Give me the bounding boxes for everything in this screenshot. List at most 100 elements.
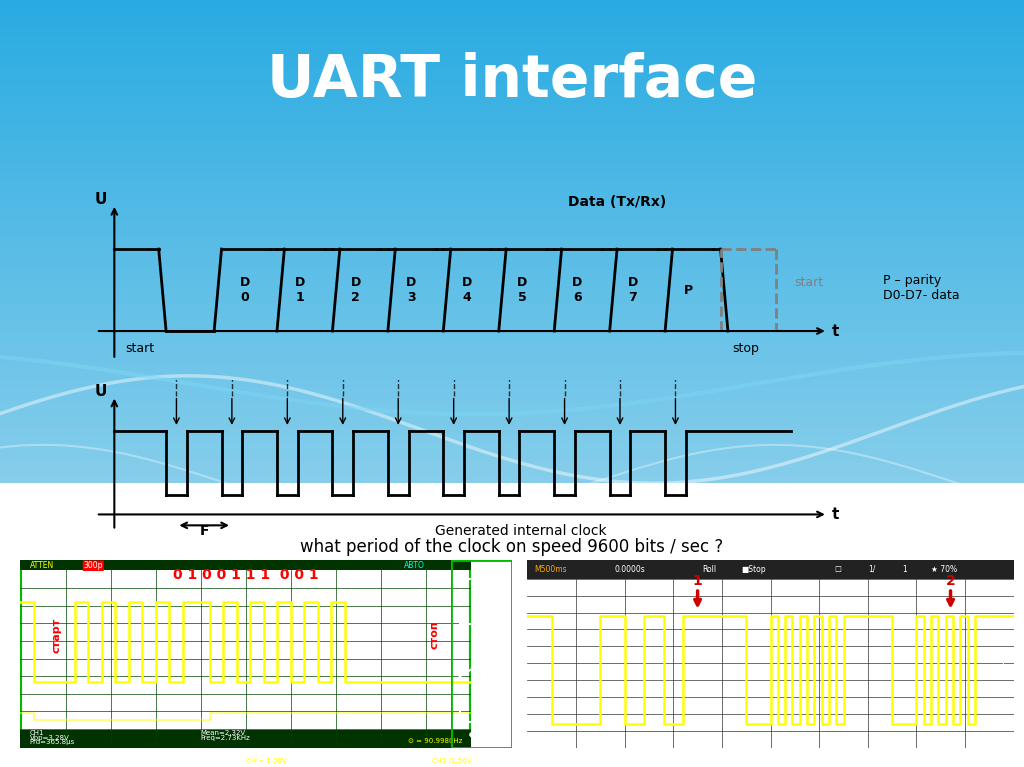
Text: M500ms: M500ms <box>535 565 567 574</box>
Bar <box>0 81 1024 84</box>
Bar <box>0 189 1024 193</box>
Bar <box>0 294 1024 298</box>
Text: t: t <box>831 324 839 338</box>
Bar <box>0 383 1024 387</box>
Bar <box>0 193 1024 197</box>
Bar <box>0 242 1024 245</box>
Bar <box>0 403 1024 407</box>
Bar <box>0 250 1024 254</box>
Bar <box>0 254 1024 258</box>
Bar <box>0 290 1024 294</box>
Bar <box>0 258 1024 262</box>
Bar <box>0 394 1024 399</box>
Text: ⊙ = 90.9980Hz: ⊙ = 90.9980Hz <box>408 738 462 744</box>
Bar <box>0 326 1024 330</box>
Bar <box>0 306 1024 310</box>
Bar <box>0 379 1024 383</box>
Text: 2: 2 <box>945 574 955 588</box>
Bar <box>0 73 1024 77</box>
Bar <box>0 40 1024 44</box>
Bar <box>0 161 1024 165</box>
Bar <box>0 125 1024 129</box>
Bar <box>0 347 1024 351</box>
Bar <box>0 467 1024 471</box>
Bar <box>0 109 1024 113</box>
Text: P – parity
D0-D7- data: P – parity D0-D7- data <box>883 274 959 301</box>
Bar <box>0 479 1024 483</box>
Text: D
2: D 2 <box>350 276 360 304</box>
Bar <box>0 149 1024 153</box>
Bar <box>0 129 1024 133</box>
Text: 1/: 1/ <box>868 565 876 574</box>
Text: Freq=2.73KHz: Freq=2.73KHz <box>201 735 251 741</box>
Text: CH1 /1.56V: CH1 /1.56V <box>431 758 471 764</box>
Bar <box>0 8 1024 12</box>
Bar <box>0 342 1024 347</box>
Bar <box>0 278 1024 282</box>
Bar <box>0 4 1024 8</box>
Text: T: T <box>999 660 1007 670</box>
Text: Data (Tx/Rx): Data (Tx/Rx) <box>568 196 667 209</box>
Bar <box>0 374 1024 379</box>
Bar <box>0 213 1024 218</box>
Bar <box>0 57 1024 61</box>
Bar <box>0 24 1024 28</box>
Bar <box>0 443 1024 447</box>
Bar <box>0 141 1024 145</box>
Bar <box>0 354 1024 358</box>
Bar <box>0 32 1024 36</box>
Bar <box>0 415 1024 419</box>
Bar <box>0 274 1024 278</box>
Bar <box>0 286 1024 290</box>
Text: D
3: D 3 <box>407 276 417 304</box>
Bar <box>0 44 1024 48</box>
Bar <box>0 177 1024 181</box>
Text: 1: 1 <box>535 732 541 742</box>
Text: U: U <box>95 192 108 207</box>
Text: D
7: D 7 <box>628 276 638 304</box>
Bar <box>0 455 1024 459</box>
Bar <box>0 100 1024 105</box>
Bar <box>0 302 1024 306</box>
Text: D
4: D 4 <box>462 276 472 304</box>
Text: ☐: ☐ <box>834 565 841 574</box>
Text: 1: 1 <box>692 574 702 588</box>
Text: UART interface: UART interface <box>267 52 757 109</box>
Bar <box>20 560 471 571</box>
Bar <box>0 225 1024 229</box>
Bar <box>0 262 1024 266</box>
Bar <box>0 423 1024 426</box>
Bar <box>0 475 1024 479</box>
Text: Prd=365.8μs: Prd=365.8μs <box>30 739 75 746</box>
Text: M 100μs: M 100μs <box>230 758 261 764</box>
Text: ABTO: ABTO <box>403 561 424 571</box>
Bar <box>0 117 1024 121</box>
Bar <box>0 113 1024 117</box>
Bar <box>0 367 1024 370</box>
Bar <box>0 229 1024 234</box>
Bar <box>0 84 1024 88</box>
Bar <box>0 266 1024 270</box>
Bar <box>0 463 1024 467</box>
Bar <box>0 209 1024 213</box>
Bar <box>0 12 1024 16</box>
Text: 0.0000s: 0.0000s <box>614 565 646 574</box>
Text: Mean=2.32V: Mean=2.32V <box>201 730 246 736</box>
Bar <box>0 169 1024 173</box>
Bar <box>0 52 1024 57</box>
Text: D
5: D 5 <box>517 276 527 304</box>
Bar <box>0 322 1024 326</box>
Bar <box>0 93 1024 97</box>
Text: ATTEN: ATTEN <box>30 561 53 571</box>
Text: 0 1 0 0 1 1 1  0 0 1: 0 1 0 0 1 1 1 0 0 1 <box>173 568 318 582</box>
Bar <box>0 459 1024 463</box>
Text: ■Stop: ■Stop <box>741 565 766 574</box>
Bar <box>0 426 1024 431</box>
Bar <box>0 370 1024 374</box>
Bar <box>0 145 1024 149</box>
Bar <box>0 186 1024 189</box>
Bar <box>0 270 1024 274</box>
Text: CHI= 1.00V: CHI= 1.00V <box>246 758 287 764</box>
Bar <box>0 245 1024 250</box>
Bar <box>0 105 1024 109</box>
